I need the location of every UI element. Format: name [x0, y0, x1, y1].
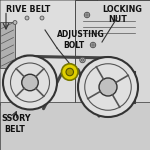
Text: RIVE BELT: RIVE BELT	[6, 4, 50, 14]
Text: SSORY: SSORY	[2, 114, 31, 123]
Circle shape	[80, 57, 85, 63]
Circle shape	[61, 64, 78, 80]
Circle shape	[25, 16, 29, 20]
Text: LOCKING: LOCKING	[102, 4, 142, 14]
Circle shape	[22, 74, 38, 91]
Circle shape	[40, 16, 44, 20]
Circle shape	[90, 42, 96, 48]
Circle shape	[78, 57, 138, 117]
Circle shape	[86, 14, 88, 16]
Circle shape	[3, 56, 57, 110]
Polygon shape	[0, 102, 150, 150]
Circle shape	[81, 59, 84, 61]
FancyBboxPatch shape	[0, 22, 15, 68]
Text: BOLT: BOLT	[63, 40, 84, 50]
Text: ADJUSTING: ADJUSTING	[57, 30, 105, 39]
Text: NUT: NUT	[108, 15, 127, 24]
Circle shape	[66, 68, 74, 76]
Circle shape	[99, 78, 117, 96]
Circle shape	[13, 21, 17, 24]
Text: BELT: BELT	[4, 124, 25, 134]
Circle shape	[92, 44, 94, 46]
Circle shape	[84, 12, 90, 18]
Polygon shape	[75, 0, 150, 123]
Polygon shape	[0, 0, 98, 105]
